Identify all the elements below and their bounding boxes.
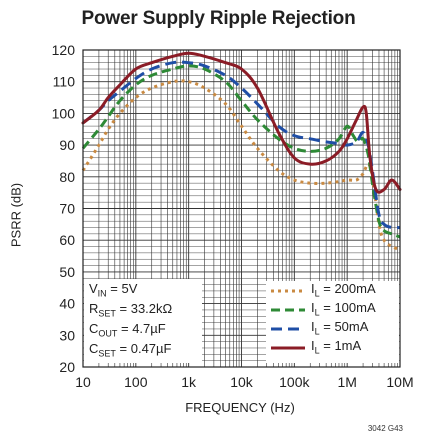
y-tick-label: 100 <box>52 105 76 121</box>
y-tick-label: 80 <box>59 169 75 185</box>
condition-line: VIN = 5V <box>89 281 138 299</box>
series-line-2 <box>81 64 401 239</box>
legend-entry-4: IL = 1mA <box>311 338 362 356</box>
chart-title: Power Supply Ripple Rejection <box>81 8 356 29</box>
x-tick-label: 10k <box>230 374 254 390</box>
condition-line: COUT = 4.7µF <box>89 321 166 339</box>
x-tick-label: 1k <box>181 374 197 390</box>
legend-entry-3: IL = 50mA <box>311 319 369 337</box>
x-tick-label: 100 <box>124 374 148 390</box>
legend-entry-2: IL = 100mA <box>311 300 376 318</box>
tick-labels: 20 30 40 50 60 70 80 90 100 110 120 10 100 1k 10k 100k 1… <box>52 42 414 390</box>
plot-frame <box>82 49 401 368</box>
series-line-1 <box>81 79 401 252</box>
legend-label: IL = 50mA <box>311 319 369 337</box>
x-tick-label: 1M <box>337 374 356 390</box>
y-tick-label: 40 <box>59 296 75 312</box>
legend-label: IL = 100mA <box>311 300 376 318</box>
y-tick-label: 20 <box>59 359 75 375</box>
y-tick-label: 120 <box>52 42 76 58</box>
conditions-box <box>84 279 202 363</box>
y-axis-label: PSRR (dB) <box>8 182 24 248</box>
y-tick-label: 60 <box>59 232 75 248</box>
x-tick-label: 10M <box>386 374 413 390</box>
legend-label: IL = 1mA <box>311 338 362 356</box>
x-tick-label: 10 <box>75 374 91 390</box>
series-line-4 <box>81 51 402 194</box>
y-tick-label: 70 <box>59 201 75 217</box>
series-lines <box>81 51 402 252</box>
condition-line: CSET = 0.47µF <box>89 341 172 359</box>
y-tick-label: 90 <box>59 137 75 153</box>
series-line-3 <box>82 60 401 230</box>
legend-entry-1: IL = 200mA <box>311 281 376 299</box>
condition-line: RSET = 33.2kΩ <box>89 301 173 319</box>
y-tick-label: 50 <box>59 264 75 280</box>
y-tick-label: 110 <box>53 74 76 90</box>
legend-label: IL = 200mA <box>311 281 376 299</box>
x-axis-label: FREQUENCY (Hz) <box>185 400 295 415</box>
figure-code: 3042 G43 <box>367 424 403 433</box>
x-tick-label: 100k <box>279 374 310 390</box>
y-tick-label: 30 <box>59 327 75 343</box>
